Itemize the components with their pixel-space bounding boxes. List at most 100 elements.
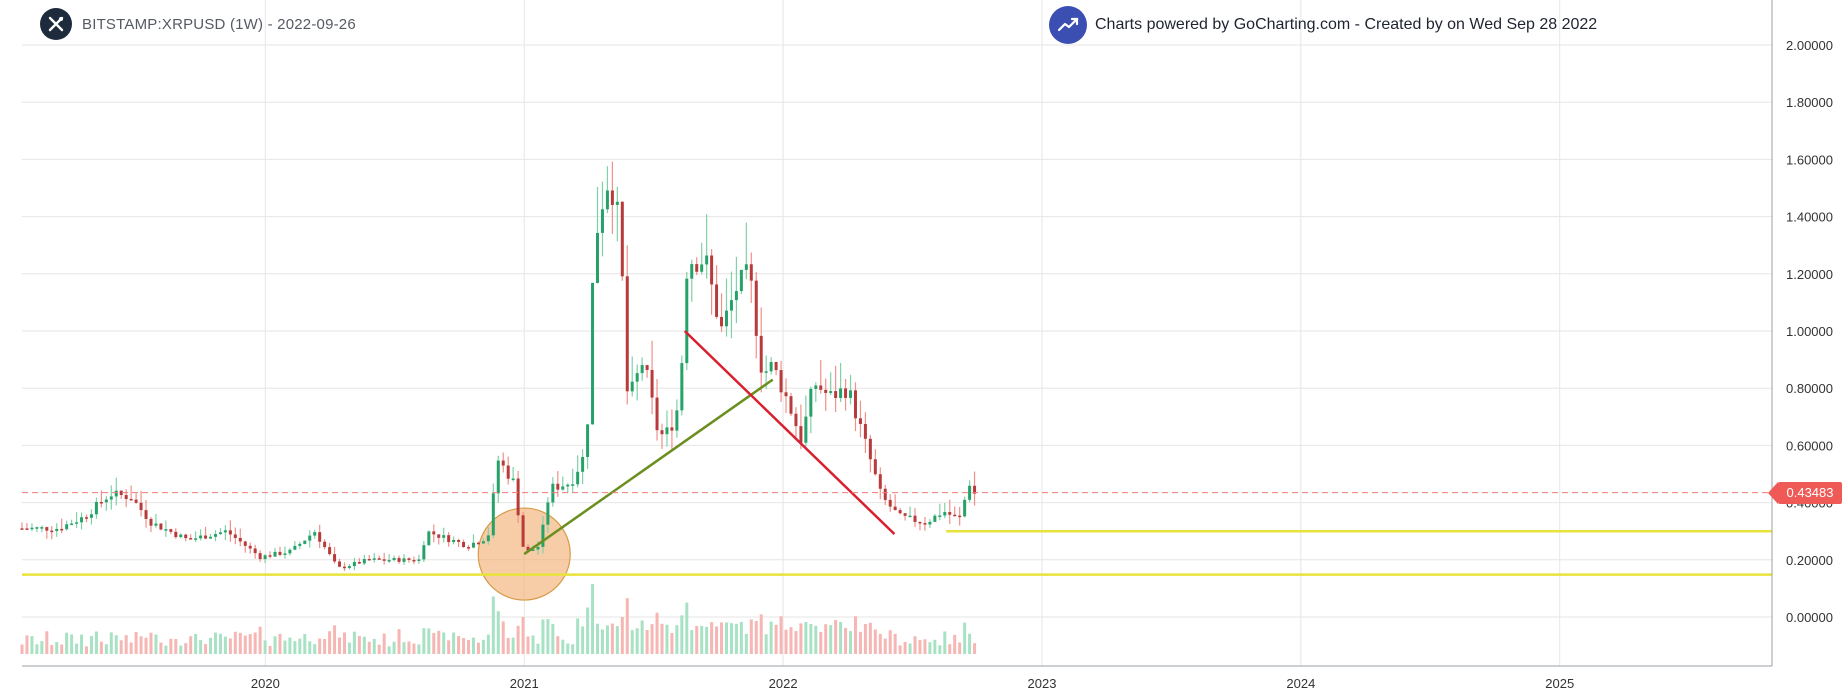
- symbol-header: BITSTAMP:XRPUSD (1W) - 2022-09-26: [40, 8, 356, 40]
- candle-body: [422, 545, 426, 560]
- volume-bar: [35, 644, 39, 654]
- candle-body: [55, 528, 59, 532]
- volume-bar: [467, 639, 471, 654]
- volume-bar: [184, 643, 188, 654]
- candle-body: [511, 478, 515, 481]
- candle-body: [134, 499, 138, 503]
- volume-bar: [273, 636, 277, 654]
- volume-bar: [839, 621, 843, 654]
- candle-body: [576, 471, 580, 485]
- candle-body: [243, 541, 247, 546]
- candle-body: [377, 558, 381, 560]
- y-tick-label: 1.00000: [1786, 324, 1833, 339]
- candle-body: [923, 523, 927, 525]
- volume-bar: [144, 637, 148, 654]
- candle-body: [397, 558, 401, 562]
- candle-body: [724, 310, 728, 327]
- candle-body: [680, 363, 684, 411]
- volume-bar: [84, 646, 88, 654]
- candle-body: [600, 209, 604, 233]
- candlestick-series[interactable]: [20, 161, 977, 571]
- volume-bar: [377, 644, 381, 654]
- candle-body: [199, 535, 203, 539]
- volume-bar: [784, 629, 788, 654]
- volume-bar: [367, 641, 371, 654]
- volume-bar: [357, 636, 361, 654]
- x-tick-label: 2025: [1545, 676, 1574, 691]
- candle-body: [174, 531, 178, 538]
- volume-bar: [238, 632, 242, 654]
- y-tick-label: 1.20000: [1786, 267, 1833, 282]
- candle-body: [531, 549, 535, 552]
- volume-bar: [154, 634, 158, 654]
- candle-body: [30, 527, 34, 530]
- candle-body: [591, 282, 595, 425]
- candle-body: [392, 558, 396, 561]
- candle-body: [660, 430, 664, 435]
- volume-bar: [70, 634, 74, 654]
- candle-body: [630, 381, 634, 392]
- candle-body: [481, 541, 485, 544]
- volume-bar: [670, 633, 674, 654]
- candle-body: [973, 485, 977, 494]
- volume-bar: [888, 630, 892, 654]
- volume-bar: [635, 628, 639, 654]
- volume-bar: [392, 641, 396, 654]
- volume-bar: [109, 632, 113, 654]
- candle-body: [804, 416, 808, 443]
- volume-bar: [809, 623, 813, 654]
- candle-body: [690, 264, 694, 279]
- candle-body: [953, 514, 957, 517]
- candle-body: [789, 396, 793, 414]
- candle-body: [645, 365, 649, 370]
- candle-body: [447, 535, 451, 543]
- volume-bar: [710, 622, 714, 654]
- volume-bar: [779, 616, 783, 654]
- candle-body: [462, 541, 466, 548]
- volume-bar: [948, 644, 952, 654]
- candle-body: [581, 456, 585, 472]
- candle-body: [546, 502, 550, 525]
- candle-body: [80, 517, 84, 523]
- volume-bar: [923, 639, 927, 654]
- volume-bar: [814, 625, 818, 654]
- volume-bar: [318, 638, 322, 654]
- candle-body: [402, 558, 406, 562]
- candle-body: [318, 532, 322, 542]
- volume-bar: [179, 645, 183, 654]
- volume-bar: [863, 623, 867, 654]
- candle-body: [799, 426, 803, 443]
- candle-body: [695, 264, 699, 272]
- candle-body: [124, 495, 128, 500]
- candle-body: [457, 539, 461, 542]
- candle-body: [595, 232, 599, 283]
- chart-annotations: [22, 330, 1772, 576]
- candle-body: [367, 558, 371, 561]
- candle-body: [233, 534, 237, 538]
- y-tick-label: 0.60000: [1786, 438, 1833, 453]
- volume-bar: [521, 616, 525, 654]
- y-tick-label: 1.60000: [1786, 152, 1833, 167]
- candle-body: [25, 528, 29, 530]
- volume-bar: [278, 633, 282, 654]
- candle-body: [40, 527, 44, 529]
- volume-bar: [591, 584, 595, 654]
- volume-bar: [104, 644, 108, 654]
- candle-body: [938, 515, 942, 517]
- candle-body: [293, 545, 297, 550]
- candle-body: [99, 501, 103, 504]
- volume-bar: [65, 632, 69, 654]
- volume-bar: [973, 643, 977, 654]
- volume-bar: [452, 632, 456, 654]
- candle-body: [849, 390, 853, 398]
- candle-body: [844, 388, 848, 398]
- candle-body: [223, 530, 227, 533]
- volume-bar: [471, 637, 475, 654]
- candle-body: [84, 517, 88, 519]
- volume-bar: [313, 644, 317, 654]
- volume-bar: [605, 625, 609, 654]
- candle-body: [506, 465, 510, 479]
- volume-bar: [362, 636, 366, 654]
- volume-bar: [690, 630, 694, 654]
